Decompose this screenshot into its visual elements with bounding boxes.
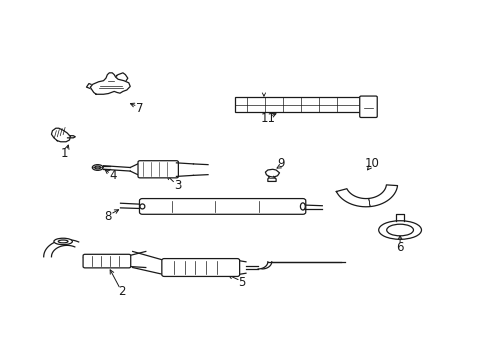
Text: 10: 10 [364, 157, 379, 170]
Polygon shape [90, 73, 130, 94]
Polygon shape [336, 185, 397, 207]
Bar [234, 97, 361, 112]
FancyBboxPatch shape [162, 258, 239, 276]
Text: 6: 6 [396, 241, 403, 255]
Ellipse shape [54, 238, 72, 245]
Polygon shape [51, 128, 70, 142]
Text: 2: 2 [118, 285, 125, 298]
Ellipse shape [300, 203, 305, 210]
Polygon shape [265, 169, 279, 177]
Text: 4: 4 [109, 169, 117, 182]
FancyBboxPatch shape [138, 161, 178, 178]
Text: 11: 11 [260, 112, 275, 125]
Text: 9: 9 [277, 157, 284, 170]
FancyBboxPatch shape [139, 199, 305, 214]
FancyBboxPatch shape [83, 254, 130, 268]
FancyBboxPatch shape [359, 96, 376, 117]
Text: 8: 8 [104, 210, 112, 223]
Ellipse shape [140, 204, 144, 209]
Ellipse shape [58, 240, 68, 243]
Text: 1: 1 [61, 147, 68, 160]
Text: 7: 7 [136, 102, 143, 115]
Text: 3: 3 [173, 179, 181, 192]
Ellipse shape [386, 224, 413, 236]
Ellipse shape [378, 221, 421, 239]
Text: 5: 5 [238, 276, 245, 289]
